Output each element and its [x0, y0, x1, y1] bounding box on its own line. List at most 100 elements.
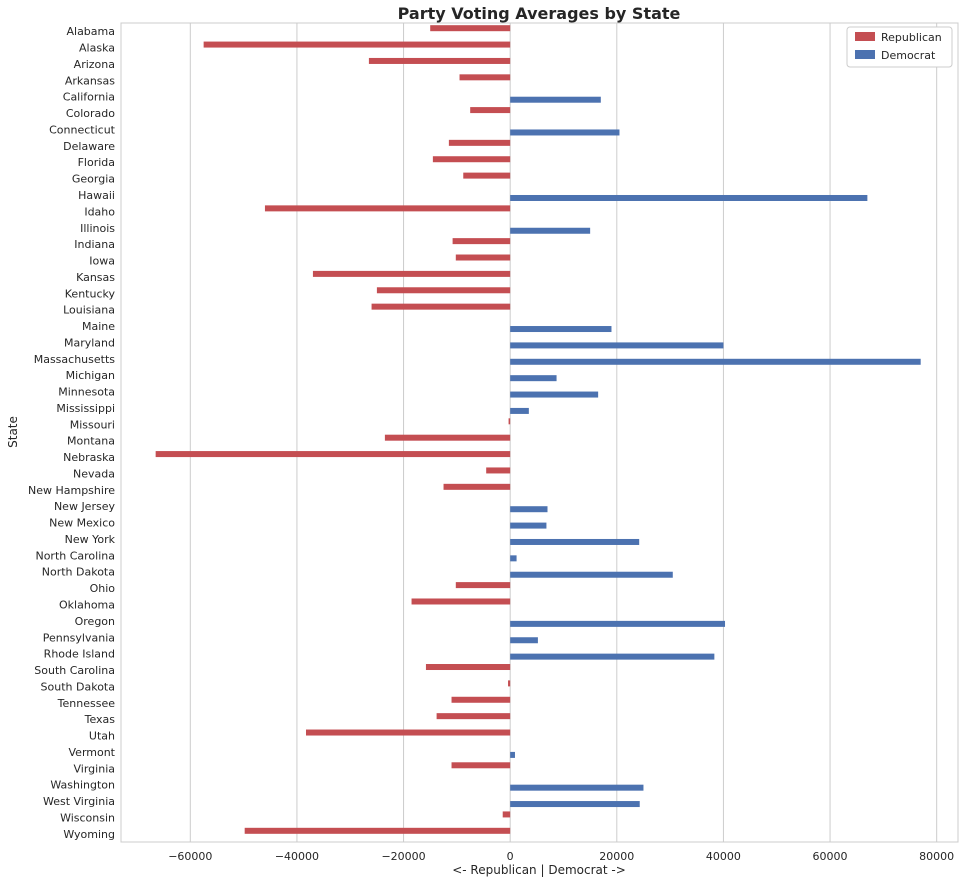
- bar-south-carolina: [425, 664, 511, 671]
- y-tick-label: South Carolina: [34, 664, 115, 677]
- y-tick-label: New Mexico: [49, 517, 115, 530]
- bar-maine: [510, 326, 612, 333]
- bar-iowa: [455, 254, 511, 261]
- bar-north-dakota: [510, 571, 673, 578]
- bar-new-jersey: [510, 506, 548, 513]
- bar-hawaii: [510, 194, 868, 201]
- y-tick-label: Vermont: [69, 746, 116, 759]
- y-tick-label: Massachusetts: [34, 353, 116, 366]
- y-tick-label: Nevada: [73, 467, 115, 480]
- bar-alabama: [430, 25, 511, 32]
- legend-swatch-republican: [855, 32, 875, 41]
- y-tick-label: Florida: [78, 156, 115, 169]
- bar-kentucky: [376, 287, 511, 294]
- bar-maryland: [510, 342, 724, 349]
- y-tick-label: New York: [65, 533, 116, 546]
- y-tick-label: New Jersey: [54, 500, 116, 513]
- y-tick-label: Colorado: [66, 107, 115, 120]
- bar-rhode-island: [510, 653, 715, 660]
- bar-connecticut: [510, 129, 620, 136]
- y-tick-label: Mississippi: [56, 402, 115, 415]
- bar-south-dakota: [508, 680, 511, 687]
- bar-oklahoma: [411, 598, 511, 605]
- bar-washington: [510, 784, 644, 791]
- y-tick-label: California: [63, 91, 115, 104]
- bar-oregon: [510, 620, 726, 627]
- legend-label-democrat: Democrat: [881, 49, 936, 62]
- x-tick-label: 20000: [599, 850, 634, 863]
- y-tick-label: Maine: [82, 320, 115, 333]
- y-tick-label: Alabama: [66, 25, 115, 38]
- x-tick-label: −40000: [275, 850, 319, 863]
- y-tick-label: Louisiana: [63, 304, 115, 317]
- bar-florida: [432, 156, 511, 163]
- bar-colorado: [470, 107, 511, 114]
- y-tick-label: Wisconsin: [60, 811, 115, 824]
- y-tick-label: Ohio: [90, 582, 116, 595]
- bar-massachusetts: [510, 358, 921, 365]
- y-tick-label: Minnesota: [58, 386, 115, 399]
- bar-minnesota: [510, 391, 599, 398]
- bar-idaho: [264, 205, 511, 212]
- legend-label-republican: Republican: [881, 31, 942, 44]
- y-tick-label: Arizona: [74, 58, 115, 71]
- y-tick-label: Iowa: [89, 255, 115, 268]
- y-tick-label: Alaska: [79, 42, 115, 55]
- x-tick-label: −20000: [381, 850, 425, 863]
- bar-mississippi: [510, 407, 529, 414]
- y-tick-label: Hawaii: [78, 189, 115, 202]
- bar-utah: [305, 729, 511, 736]
- chart-title: Party Voting Averages by State: [398, 4, 681, 23]
- y-tick-label: North Carolina: [35, 549, 115, 562]
- bar-west-virginia: [510, 801, 640, 808]
- y-tick-label: Rhode Island: [44, 648, 115, 661]
- bar-north-carolina: [510, 555, 517, 562]
- y-tick-label: Wyoming: [63, 828, 115, 841]
- x-tick-label: 40000: [706, 850, 741, 863]
- bar-alaska: [203, 41, 511, 48]
- bar-nevada: [486, 467, 511, 474]
- y-tick-label: Oklahoma: [59, 598, 115, 611]
- y-tick-label: Illinois: [80, 222, 115, 235]
- x-tick-label: 80000: [919, 850, 954, 863]
- y-tick-label: Michigan: [66, 369, 115, 382]
- bar-california: [510, 96, 601, 103]
- y-tick-label: Washington: [50, 779, 115, 792]
- y-tick-label: Indiana: [74, 238, 115, 251]
- bar-louisiana: [371, 303, 511, 310]
- y-tick-label: Pennsylvania: [43, 631, 115, 644]
- y-tick-label: Tennessee: [57, 697, 116, 710]
- legend-swatch-democrat: [855, 50, 875, 59]
- bar-montana: [384, 434, 511, 441]
- bar-michigan: [510, 375, 557, 382]
- bar-new-mexico: [510, 522, 547, 529]
- y-tick-label: Texas: [84, 713, 116, 726]
- bar-arizona: [368, 57, 511, 64]
- bar-ohio: [455, 582, 511, 589]
- bar-wisconsin: [502, 811, 511, 818]
- y-tick-label: Georgia: [72, 173, 115, 186]
- y-tick-label: West Virginia: [43, 795, 115, 808]
- bar-vermont: [510, 751, 515, 758]
- bar-wyoming: [244, 827, 511, 834]
- y-tick-label: Utah: [89, 730, 115, 743]
- bar-indiana: [452, 238, 511, 245]
- y-tick-label: Montana: [67, 435, 115, 448]
- y-tick-label: North Dakota: [42, 566, 115, 579]
- bar-new-york: [510, 538, 640, 545]
- y-tick-label: South Dakota: [41, 680, 115, 693]
- y-tick-label: Idaho: [84, 205, 115, 218]
- y-tick-label: New Hampshire: [28, 484, 115, 497]
- bar-illinois: [510, 227, 591, 234]
- bar-pennsylvania: [510, 637, 538, 644]
- y-tick-label: Virginia: [74, 762, 115, 775]
- bar-tennessee: [451, 696, 511, 703]
- bar-texas: [436, 713, 511, 720]
- y-tick-label: Kentucky: [65, 287, 116, 300]
- bar-arkansas: [459, 74, 511, 81]
- x-tick-label: 60000: [813, 850, 848, 863]
- y-axis-title: State: [6, 416, 20, 448]
- y-tick-label: Missouri: [70, 418, 115, 431]
- bar-virginia: [451, 762, 511, 769]
